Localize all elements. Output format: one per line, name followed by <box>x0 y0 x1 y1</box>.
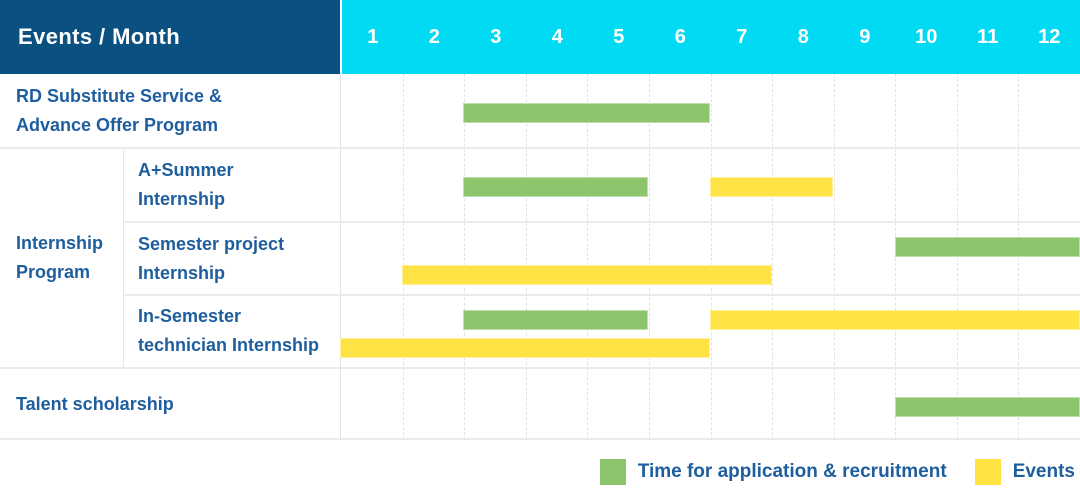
row-label: RD Substitute Service & Advance Offer Pro… <box>0 74 340 147</box>
table-header-row: Events / Month 1 2 3 4 5 6 7 8 9 10 11 12 <box>0 0 1080 74</box>
row-timeline <box>340 369 1080 440</box>
legend-label: Time for application & recruitment <box>637 461 947 482</box>
group-subrows: A+Summer Internship Semester project Intern… <box>124 149 1080 367</box>
month-header-7: 7 <box>736 25 748 48</box>
row-timeline <box>340 296 1080 367</box>
label-line: Internship <box>16 233 104 253</box>
sub-row: A+Summer Internship <box>124 149 1080 221</box>
bar-application-months-10-12 <box>895 396 1080 417</box>
bar-event-months-7-8 <box>710 177 834 198</box>
label-line: A+Summer <box>138 160 234 181</box>
bar-application-months-3-6 <box>463 102 710 123</box>
bar-event-months-7-12 <box>710 309 1080 330</box>
group-label: Internship Program <box>0 149 124 367</box>
table-body: RD Substitute Service & Advance Offer Pro… <box>0 74 1080 440</box>
sub-row: In-Semester technician Internship <box>124 293 1080 367</box>
month-header-9: 9 <box>859 25 871 48</box>
bar-application-months-10-12 <box>895 237 1080 258</box>
bar-event-months-1-6 <box>340 337 710 358</box>
label-line: technician Internship <box>138 335 320 356</box>
legend-label: Events <box>1012 461 1075 482</box>
legend-event-swatch <box>974 459 1001 485</box>
legend-application-swatch <box>599 459 626 485</box>
row-timeline <box>340 223 1080 293</box>
month-header-12: 12 <box>1038 25 1061 48</box>
legend: Time for application & recruitment Events <box>599 459 1075 485</box>
label-line: Internship <box>138 262 226 283</box>
month-header-11: 11 <box>977 25 999 48</box>
label-line: In-Semester <box>138 306 242 327</box>
label-line: Talent scholarship <box>16 394 174 414</box>
sub-row: Semester project Internship <box>124 221 1080 293</box>
row-label: Semester project Internship <box>124 223 340 293</box>
legend-item-event: Events <box>974 459 1075 485</box>
bar-application-months-3-5 <box>463 309 649 330</box>
month-header-1: 1 <box>367 25 379 48</box>
row-label: In-Semester technician Internship <box>124 296 340 367</box>
row-label: A+Summer Internship <box>124 149 340 221</box>
month-header-8: 8 <box>797 25 809 48</box>
label-line: Program <box>16 262 91 282</box>
schedule-table: Events / Month 1 2 3 4 5 6 7 8 9 10 11 12 RD Substi… <box>0 0 1080 440</box>
legend-item-application: Time for application & recruitment <box>599 459 947 485</box>
table-row: Talent scholarship <box>0 367 1080 440</box>
month-header-6: 6 <box>674 25 686 48</box>
bar-application-months-3-5 <box>463 177 649 198</box>
month-header-10: 10 <box>915 25 938 48</box>
month-header-5: 5 <box>613 25 625 48</box>
events-month-header-cell: Events / Month <box>0 0 340 74</box>
label-line: Advance Offer Program <box>16 114 219 135</box>
month-header-2: 2 <box>428 25 440 48</box>
label-line: RD Substitute Service & <box>16 85 223 106</box>
group-row-internship-program: Internship Program A+Summer Internship Semes… <box>0 147 1080 367</box>
label-line: Internship <box>138 189 226 210</box>
table-row: RD Substitute Service & Advance Offer Pro… <box>0 74 1080 147</box>
month-header-3: 3 <box>490 25 502 48</box>
row-timeline <box>340 149 1080 221</box>
month-header-4: 4 <box>551 25 563 48</box>
label-line: Semester project <box>138 233 285 254</box>
row-timeline <box>340 74 1080 147</box>
month-header-cells: 1 2 3 4 5 6 7 8 9 10 11 12 <box>340 0 1080 74</box>
row-label: Talent scholarship <box>0 369 340 440</box>
bar-event-months-2-7 <box>401 265 772 286</box>
